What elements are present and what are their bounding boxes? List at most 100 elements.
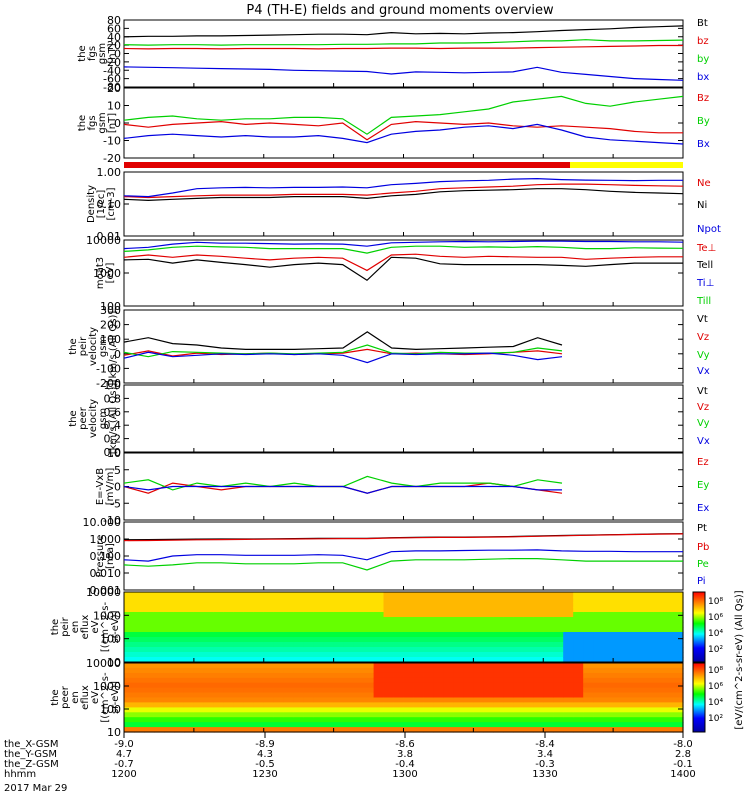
spec-cell bbox=[144, 677, 155, 684]
y-axis-label: eflux bbox=[80, 685, 91, 710]
spec-cell bbox=[283, 607, 295, 613]
series-line-By bbox=[123, 95, 684, 135]
spec-cell bbox=[493, 707, 504, 713]
spec-cell bbox=[473, 647, 484, 653]
spec-cell bbox=[633, 712, 644, 718]
spec-cell bbox=[263, 722, 275, 728]
spec-cell bbox=[673, 707, 684, 713]
spec-cell bbox=[413, 627, 425, 633]
spec-cell bbox=[533, 712, 544, 718]
spec-cell bbox=[333, 597, 345, 603]
spec-cell bbox=[183, 707, 195, 713]
spec-cell bbox=[233, 672, 245, 679]
spec-cell bbox=[273, 667, 285, 674]
spec-cell bbox=[343, 727, 355, 733]
spec-cell bbox=[423, 622, 435, 628]
spec-cell bbox=[493, 727, 504, 733]
spec-cell bbox=[433, 607, 444, 613]
spec-cell bbox=[643, 707, 654, 713]
spec-cell bbox=[263, 707, 275, 713]
y-tick-label: 100 bbox=[100, 633, 121, 646]
spec-cell bbox=[303, 692, 315, 699]
spec-cell bbox=[193, 722, 205, 728]
spec-cell bbox=[653, 647, 664, 653]
spec-cell bbox=[353, 692, 365, 699]
spec-cell bbox=[483, 672, 494, 679]
spec-cell bbox=[144, 692, 155, 699]
y-tick-label: 10 bbox=[107, 100, 121, 113]
colorbar-tick: 10⁶ bbox=[708, 682, 723, 692]
spec-cell bbox=[463, 722, 474, 728]
spec-cell bbox=[253, 697, 265, 703]
spec-cell bbox=[563, 632, 574, 638]
spec-cell bbox=[663, 622, 674, 628]
spec-cell bbox=[643, 667, 654, 674]
spec-cell bbox=[333, 687, 345, 694]
y-axis-label: peir bbox=[60, 616, 71, 636]
y-tick-label: 10.000 bbox=[83, 516, 122, 529]
spec-cell bbox=[473, 617, 484, 623]
spec-cell bbox=[183, 697, 195, 703]
spec-cell bbox=[323, 667, 335, 674]
spec-cell bbox=[513, 637, 524, 643]
series-line-Tell bbox=[123, 256, 683, 282]
spec-cell bbox=[353, 677, 365, 684]
spec-cell bbox=[533, 652, 544, 658]
spec-cell bbox=[443, 682, 454, 689]
spec-cell bbox=[313, 637, 325, 643]
spec-cell bbox=[303, 712, 315, 718]
spec-cell bbox=[553, 612, 564, 618]
spec-cell bbox=[473, 682, 484, 689]
spec-cell bbox=[513, 717, 524, 723]
spec-cell bbox=[563, 697, 574, 703]
spec-cell bbox=[593, 642, 604, 648]
spec-cell bbox=[443, 672, 454, 679]
spec-cell bbox=[603, 717, 614, 723]
spec-cell bbox=[263, 597, 275, 603]
spec-cell bbox=[383, 727, 395, 733]
y-tick-label: -80 bbox=[103, 81, 121, 94]
spec-cell bbox=[553, 652, 564, 658]
spec-cell bbox=[243, 652, 255, 658]
spec-cell bbox=[573, 647, 584, 653]
legend-Te⊥: Te⊥ bbox=[696, 243, 716, 254]
spec-cell bbox=[303, 647, 315, 653]
spec-cell bbox=[283, 717, 295, 723]
spec-cell bbox=[643, 663, 654, 669]
spec-cell bbox=[144, 712, 155, 718]
spec-cell bbox=[443, 642, 454, 648]
y-axis-label: en bbox=[70, 691, 81, 704]
spec-cell bbox=[273, 597, 285, 603]
y-tick-label: 5 bbox=[114, 464, 121, 477]
y-tick-label: 300 bbox=[100, 304, 121, 317]
x-row-value: -8.0 bbox=[673, 739, 693, 750]
spec-cell bbox=[233, 717, 245, 723]
spec-cell bbox=[173, 617, 185, 623]
spec-cell bbox=[303, 642, 315, 648]
spec-cell bbox=[573, 707, 584, 713]
spec-cell bbox=[403, 632, 415, 638]
series-line-Ni bbox=[123, 188, 684, 202]
spec-cell bbox=[443, 612, 454, 618]
spec-cell bbox=[523, 717, 534, 723]
spec-cell bbox=[403, 627, 415, 633]
spec-cell bbox=[473, 717, 484, 723]
spec-cell bbox=[393, 682, 405, 689]
spec-cell bbox=[233, 642, 245, 648]
legend-Till: Till bbox=[696, 296, 711, 307]
mode-bar-yellow bbox=[570, 162, 683, 168]
spec-cell bbox=[213, 592, 225, 598]
spec-cell bbox=[673, 627, 684, 633]
spec-cell bbox=[433, 612, 444, 618]
spec-cell bbox=[423, 707, 435, 713]
y-axis-label: [nT] bbox=[107, 113, 118, 133]
spec-cell bbox=[313, 657, 325, 663]
spec-cell bbox=[373, 667, 385, 674]
spec-cell bbox=[303, 592, 315, 598]
x-row-value: 3.4 bbox=[537, 749, 553, 760]
spec-cell bbox=[583, 722, 594, 728]
spec-cell bbox=[293, 717, 305, 723]
spec-cell bbox=[283, 707, 295, 713]
spec-cell bbox=[124, 642, 135, 648]
